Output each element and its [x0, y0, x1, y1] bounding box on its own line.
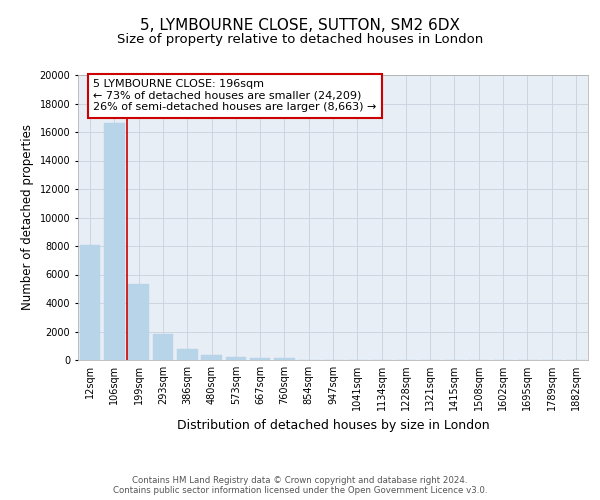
Bar	[80, 244, 100, 360]
Y-axis label: Number of detached properties: Number of detached properties	[21, 124, 34, 310]
Text: Contains HM Land Registry data © Crown copyright and database right 2024.
Contai: Contains HM Land Registry data © Crown c…	[113, 476, 487, 495]
Bar	[128, 284, 149, 360]
Bar	[274, 358, 295, 360]
Bar	[104, 124, 125, 360]
Bar	[152, 334, 173, 360]
Text: Size of property relative to detached houses in London: Size of property relative to detached ho…	[117, 32, 483, 46]
Text: 5, LYMBOURNE CLOSE, SUTTON, SM2 6DX: 5, LYMBOURNE CLOSE, SUTTON, SM2 6DX	[140, 18, 460, 32]
Bar	[201, 356, 222, 360]
Text: 5 LYMBOURNE CLOSE: 196sqm
← 73% of detached houses are smaller (24,209)
26% of s: 5 LYMBOURNE CLOSE: 196sqm ← 73% of detac…	[94, 80, 377, 112]
Bar	[226, 357, 246, 360]
Bar	[250, 358, 271, 360]
X-axis label: Distribution of detached houses by size in London: Distribution of detached houses by size …	[176, 418, 490, 432]
Bar	[177, 350, 197, 360]
